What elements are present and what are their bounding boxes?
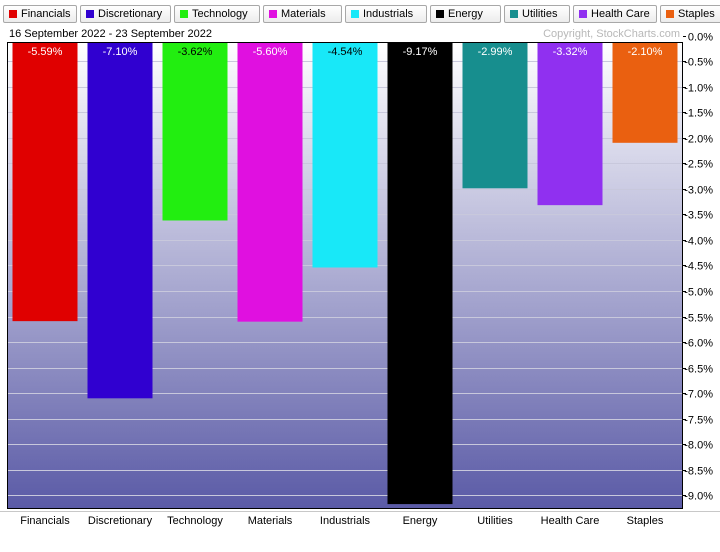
- legend-item-discretionary[interactable]: Discretionary: [80, 5, 171, 23]
- legend-item-materials[interactable]: Materials: [263, 5, 342, 23]
- y-tick-label: -9.0%: [684, 491, 713, 503]
- data-label: -7.10%: [103, 46, 138, 58]
- legend-label: Utilities: [522, 8, 558, 20]
- x-tick-label: Industrials: [320, 515, 371, 527]
- y-tick-label: -8.0%: [684, 440, 713, 452]
- data-label: -9.17%: [403, 46, 438, 58]
- x-tick-label: Health Care: [541, 515, 600, 527]
- legend-label: Discretionary: [98, 8, 163, 20]
- y-tick-label: -7.0%: [684, 389, 713, 401]
- data-label: -3.62%: [178, 46, 213, 58]
- y-tick-label: -2.5%: [684, 159, 713, 171]
- legend-swatch: [510, 10, 518, 18]
- bar-discretionary: [87, 42, 153, 399]
- y-tick-label: -4.5%: [684, 261, 713, 273]
- data-label: -4.54%: [328, 46, 363, 58]
- bar-staples: [612, 42, 678, 143]
- plot-frame: [7, 42, 683, 509]
- bar-industrials: [312, 42, 378, 268]
- y-tick-label: -1.0%: [684, 83, 713, 95]
- y-tick-label: -1.5%: [684, 108, 713, 120]
- legend-label: Staples: [678, 8, 715, 20]
- bar-financials: [12, 42, 78, 322]
- legend-swatch: [86, 10, 94, 18]
- legend-label: Health Care: [591, 8, 650, 20]
- data-label: -5.59%: [28, 46, 63, 58]
- copyright-notice: Copyright, StockCharts.com: [543, 28, 680, 40]
- y-tick-label: -0.5%: [684, 57, 713, 69]
- legend-swatch: [9, 10, 17, 18]
- y-tick-label: 0.0%: [688, 32, 713, 44]
- y-tick-label: -6.0%: [684, 338, 713, 350]
- y-tick-label: -6.5%: [684, 364, 713, 376]
- bar-energy: [387, 42, 453, 505]
- bar-health-care: [537, 42, 603, 206]
- date-range: 16 September 2022 - 23 September 2022: [9, 28, 213, 40]
- y-tick-label: -8.5%: [684, 466, 713, 478]
- y-tick-label: -3.0%: [684, 185, 713, 197]
- data-label: -2.10%: [628, 46, 663, 58]
- x-tick-label: Staples: [627, 515, 664, 527]
- bar-technology: [162, 42, 228, 221]
- bar-utilities: [462, 42, 528, 189]
- legend-item-technology[interactable]: Technology: [174, 5, 260, 23]
- legend-swatch: [579, 10, 587, 18]
- legend-item-health-care[interactable]: Health Care: [573, 5, 657, 23]
- x-tick-label: Financials: [20, 515, 70, 527]
- x-tick-label: Energy: [403, 515, 438, 527]
- legend: Financials Discretionary Technology Materia…: [0, 0, 720, 28]
- legend-swatch: [269, 10, 277, 18]
- legend-swatch: [436, 10, 444, 18]
- legend-swatch: [180, 10, 188, 18]
- legend-swatch: [666, 10, 674, 18]
- y-tick-label: -5.5%: [684, 313, 713, 325]
- y-tick-label: -2.0%: [684, 134, 713, 146]
- data-label: -3.32%: [553, 46, 588, 58]
- legend-label: Materials: [281, 8, 326, 20]
- legend-item-industrials[interactable]: Industrials: [345, 5, 427, 23]
- legend-swatch: [351, 10, 359, 18]
- data-label: -2.99%: [478, 46, 513, 58]
- legend-label: Technology: [192, 8, 248, 20]
- legend-item-staples[interactable]: Staples: [660, 5, 720, 23]
- y-tick-label: -5.0%: [684, 287, 713, 299]
- x-tick-label: Discretionary: [88, 515, 153, 527]
- legend-label: Industrials: [363, 8, 414, 20]
- data-label: -5.60%: [253, 46, 288, 58]
- y-tick-label: -4.0%: [684, 236, 713, 248]
- legend-item-utilities[interactable]: Utilities: [504, 5, 570, 23]
- legend-label: Energy: [448, 8, 483, 20]
- x-tick-label: Materials: [248, 515, 293, 527]
- bar-materials: [237, 42, 303, 322]
- legend-label: Financials: [21, 8, 71, 20]
- legend-item-financials[interactable]: Financials: [3, 5, 77, 23]
- legend-item-energy[interactable]: Energy: [430, 5, 501, 23]
- y-tick-label: -3.5%: [684, 210, 713, 222]
- x-tick-label: Technology: [167, 515, 223, 527]
- x-tick-label: Utilities: [477, 515, 513, 527]
- y-tick-label: -7.5%: [684, 415, 713, 427]
